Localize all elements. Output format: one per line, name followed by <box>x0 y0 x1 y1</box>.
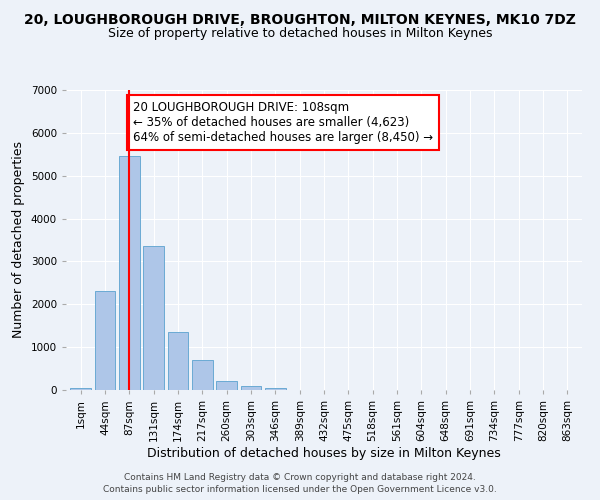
Text: 20 LOUGHBOROUGH DRIVE: 108sqm
← 35% of detached houses are smaller (4,623)
64% o: 20 LOUGHBOROUGH DRIVE: 108sqm ← 35% of d… <box>133 100 433 144</box>
Bar <box>241 386 262 390</box>
Bar <box>70 388 91 390</box>
Bar <box>192 360 212 390</box>
Bar <box>143 246 164 390</box>
Bar <box>216 382 237 390</box>
Text: Size of property relative to detached houses in Milton Keynes: Size of property relative to detached ho… <box>108 28 492 40</box>
X-axis label: Distribution of detached houses by size in Milton Keynes: Distribution of detached houses by size … <box>147 446 501 460</box>
Text: Contains public sector information licensed under the Open Government Licence v3: Contains public sector information licen… <box>103 485 497 494</box>
Bar <box>167 332 188 390</box>
Text: 20, LOUGHBOROUGH DRIVE, BROUGHTON, MILTON KEYNES, MK10 7DZ: 20, LOUGHBOROUGH DRIVE, BROUGHTON, MILTO… <box>24 12 576 26</box>
Bar <box>119 156 140 390</box>
Bar <box>265 388 286 390</box>
Text: Contains HM Land Registry data © Crown copyright and database right 2024.: Contains HM Land Registry data © Crown c… <box>124 472 476 482</box>
Bar <box>95 292 115 390</box>
Y-axis label: Number of detached properties: Number of detached properties <box>12 142 25 338</box>
